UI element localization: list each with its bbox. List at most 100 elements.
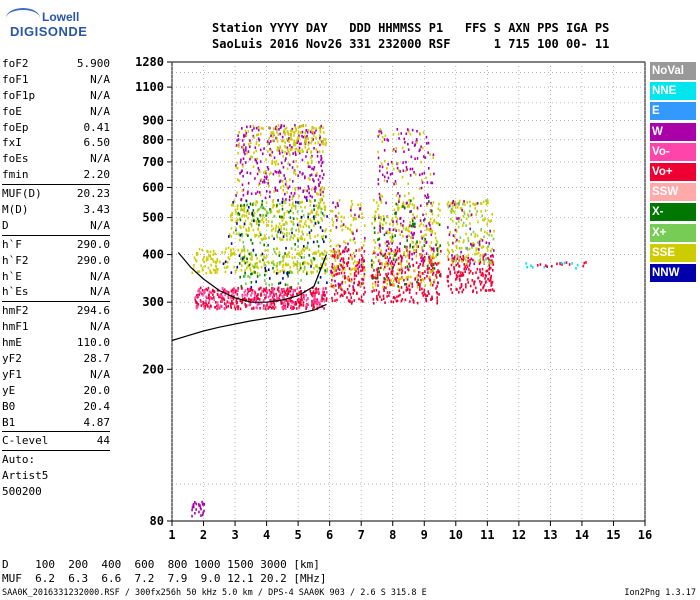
echo-point (214, 305, 216, 309)
echo-point (257, 126, 260, 130)
echo-point (254, 177, 256, 180)
echo-point (358, 297, 360, 301)
param-label: hmF1 (2, 320, 29, 334)
echo-point (395, 215, 397, 218)
echo-point (472, 244, 475, 247)
echo-point (248, 252, 251, 256)
echo-point (312, 286, 314, 290)
echo-point (275, 226, 277, 230)
echo-point (420, 222, 422, 226)
echo-point (296, 292, 299, 296)
echo-point (338, 254, 340, 257)
echo-point (379, 194, 382, 197)
echo-point (456, 275, 459, 278)
echo-point (407, 250, 409, 254)
echo-point (202, 293, 204, 297)
echo-point (323, 214, 326, 217)
echo-point (413, 245, 415, 248)
echo-point (383, 149, 386, 152)
echo-point (276, 288, 279, 292)
echo-point (243, 133, 245, 137)
echo-point (238, 213, 241, 216)
echo-point (410, 275, 412, 279)
echo-point (314, 235, 316, 238)
echo-point (294, 124, 296, 127)
param-label: yE (2, 383, 16, 397)
echo-point (379, 198, 382, 201)
echo-point (298, 298, 301, 301)
echo-point (281, 204, 284, 208)
echo-point (236, 204, 239, 208)
echo-point (217, 304, 220, 307)
echo-point (295, 200, 297, 204)
echo-point (402, 219, 405, 223)
echo-point (200, 514, 202, 517)
echo-point (296, 262, 299, 266)
echo-point (295, 147, 298, 151)
echo-point (438, 245, 441, 249)
echo-point (460, 271, 462, 274)
echo-point (332, 267, 335, 270)
echo-point (214, 271, 217, 275)
echo-point (400, 255, 403, 259)
echo-point (391, 172, 394, 175)
echo-point (425, 135, 428, 139)
echo-point (272, 203, 275, 207)
echo-point (316, 240, 319, 243)
echo-point (267, 307, 269, 310)
echo-point (243, 248, 246, 251)
echo-point (374, 219, 376, 223)
echo-point (431, 273, 434, 276)
echo-point (467, 259, 469, 263)
echo-point (350, 296, 352, 299)
echo-point (302, 301, 305, 304)
echo-point (244, 269, 246, 272)
echo-point (259, 170, 261, 173)
echo-point (353, 272, 356, 275)
echo-point (470, 213, 473, 216)
echo-point (270, 210, 273, 214)
echo-point (272, 132, 275, 136)
echo-point (462, 258, 464, 262)
echo-point (251, 155, 254, 159)
echo-point (380, 162, 383, 166)
echo-point (299, 223, 301, 227)
echo-point (395, 253, 398, 257)
echo-point (332, 201, 334, 205)
echo-point (397, 192, 399, 195)
echo-point (427, 267, 429, 271)
echo-point (290, 135, 292, 138)
echo-point (233, 304, 236, 307)
echo-point (420, 186, 423, 190)
echo-point (461, 207, 463, 210)
echo-point (470, 233, 473, 236)
echo-point (409, 265, 411, 268)
echo-point (300, 237, 303, 241)
echo-point (341, 228, 344, 232)
echo-point (286, 287, 289, 290)
echo-point (260, 293, 262, 296)
echo-point (448, 251, 451, 255)
echo-point (280, 229, 282, 233)
echo-point (450, 263, 453, 267)
echo-point (279, 145, 281, 149)
echo-point (455, 216, 458, 220)
param-label: Artist5 (2, 469, 49, 483)
echo-point (235, 268, 238, 272)
echo-point (341, 282, 343, 285)
echo-point (237, 305, 240, 308)
echo-point (392, 240, 394, 243)
echo-point (316, 234, 319, 237)
echo-point (406, 239, 409, 242)
echo-point (200, 304, 203, 307)
param-row: foF1p N/A (2, 88, 110, 104)
echo-point (431, 229, 434, 233)
echo-point (351, 203, 354, 206)
echo-point (419, 253, 421, 256)
echo-point (247, 190, 249, 194)
echo-point (428, 200, 430, 203)
echo-point (302, 190, 304, 193)
echo-point (420, 160, 422, 164)
echo-point (240, 158, 242, 162)
echo-point (205, 302, 208, 306)
